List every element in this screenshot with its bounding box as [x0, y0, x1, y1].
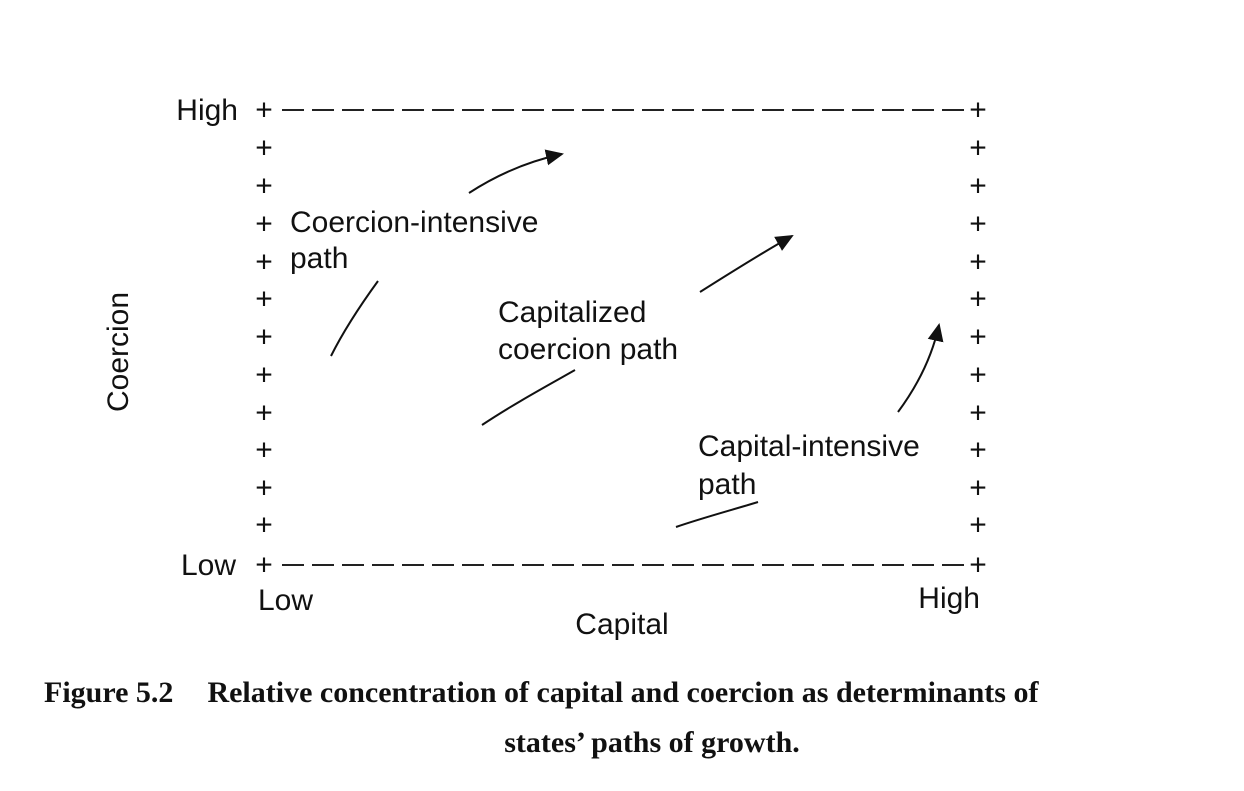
capital-intensive-label-line1: Capital-intensive	[698, 430, 920, 463]
left-plus-mark: +	[255, 509, 273, 542]
right-plus-mark: +	[969, 321, 987, 354]
left-plus-mark: +	[255, 246, 273, 279]
figure-caption-line2: states’ paths of growth.	[504, 726, 800, 759]
left-plus-mark: +	[255, 208, 273, 241]
right-plus-mark: +	[969, 246, 987, 279]
right-plus-mark: +	[969, 94, 987, 127]
right-plus-mark: +	[969, 170, 987, 203]
left-plus-mark: +	[255, 170, 273, 203]
right-plus-mark: +	[969, 509, 987, 542]
capital-intensive-path-lower-stroke	[675, 501, 759, 528]
right-plus-mark: +	[969, 549, 987, 582]
right-plus-mark: +	[969, 283, 987, 316]
left-plus-mark: +	[255, 321, 273, 354]
right-plus-mark: +	[969, 132, 987, 165]
left-plus-mark: +	[255, 359, 273, 392]
left-plus-column: + + + + + + + + + + + + +	[255, 94, 273, 582]
left-plus-mark: +	[255, 472, 273, 505]
left-plus-mark: +	[255, 283, 273, 316]
coercion-intensive-label-line2: path	[290, 242, 348, 275]
right-plus-column: + + + + + + + + + + + + +	[969, 94, 987, 582]
coercion-intensive-path-lower-stroke	[330, 280, 379, 357]
right-plus-mark: +	[969, 208, 987, 241]
left-plus-mark: +	[255, 434, 273, 467]
x-low-label: Low	[258, 584, 313, 617]
y-high-label: High	[176, 94, 238, 127]
capital-intensive-path-arrow	[897, 323, 944, 413]
figure-caption-line1: Figure 5.2 Relative concentration of capi…	[44, 676, 1224, 710]
coercion-intensive-path-arrow	[468, 149, 564, 194]
right-plus-mark: +	[969, 472, 987, 505]
y-axis-title: Coercion	[102, 292, 135, 412]
right-plus-mark: +	[969, 434, 987, 467]
left-plus-mark: +	[255, 549, 273, 582]
capital-intensive-label-line2: path	[698, 468, 756, 501]
right-plus-mark: +	[969, 359, 987, 392]
capitalized-coercion-path-arrow	[699, 235, 794, 293]
capitalized-coercion-label-line2: coercion path	[498, 333, 678, 366]
left-plus-mark: +	[255, 132, 273, 165]
capitalized-coercion-label-line1: Capitalized	[498, 296, 646, 329]
coercion-intensive-label-line1: Coercion-intensive	[290, 206, 538, 239]
capitalized-coercion-path-lower-stroke	[481, 369, 576, 426]
y-low-label: Low	[181, 549, 236, 582]
figure-caption-text: Relative concentration of capital and co…	[207, 676, 1039, 709]
left-plus-mark: +	[255, 94, 273, 127]
x-axis-title: Capital	[575, 608, 668, 641]
figure-number: Figure 5.2	[44, 676, 174, 709]
x-high-label: High	[918, 582, 980, 615]
right-plus-mark: +	[969, 397, 987, 430]
left-plus-mark: +	[255, 397, 273, 430]
